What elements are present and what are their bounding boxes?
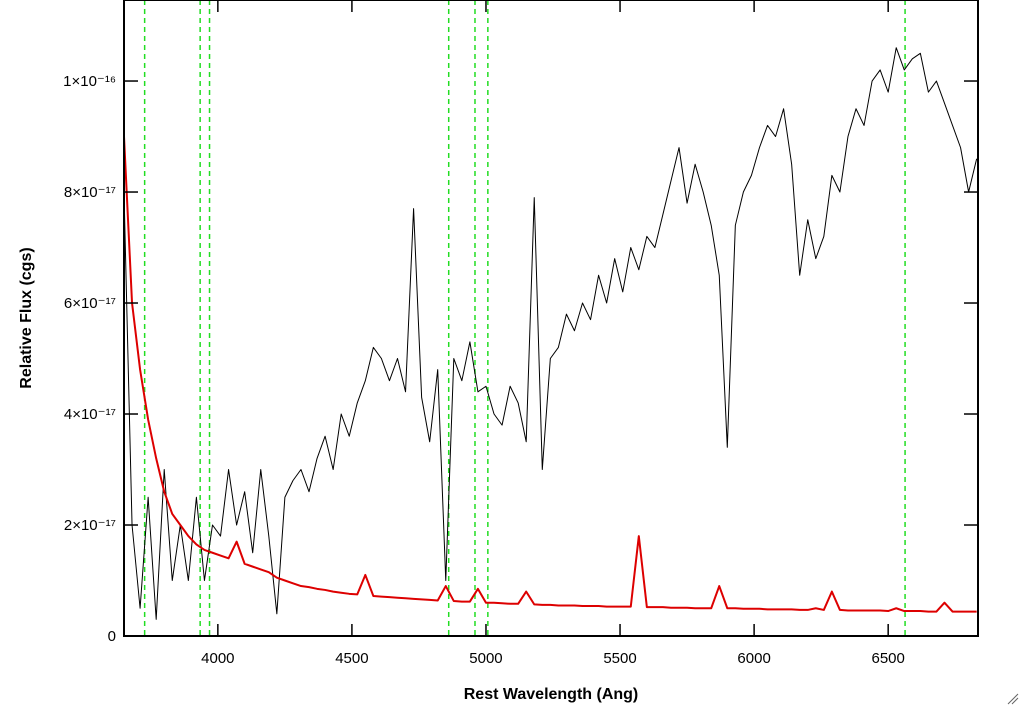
x-tick-label: 6500 [871,650,904,667]
y-tick-label: 6×10⁻¹⁷ [64,295,116,312]
x-tick-label: 5000 [469,650,502,667]
y-tick-label: 2×10⁻¹⁷ [64,517,116,534]
x-tick-label: 4000 [201,650,234,667]
resize-grip [1007,693,1019,705]
series-line [124,47,978,620]
x-axis-label: Rest Wavelength (Ang) [464,686,639,703]
y-tick-label: 4×10⁻¹⁷ [64,406,116,423]
y-tick-label: 1×10⁻¹⁶ [63,73,116,90]
x-tick-label: 4500 [335,650,368,667]
y-tick-label: 0 [108,628,116,645]
plot-frame [123,0,979,637]
x-tick-label: 5500 [603,650,636,667]
y-axis-label: Relative Flux (cgs) [18,247,35,388]
y-tick-label: 8×10⁻¹⁷ [64,184,116,201]
series-line [124,136,977,613]
x-tick-label: 6000 [737,650,770,667]
plot-area [124,0,978,636]
